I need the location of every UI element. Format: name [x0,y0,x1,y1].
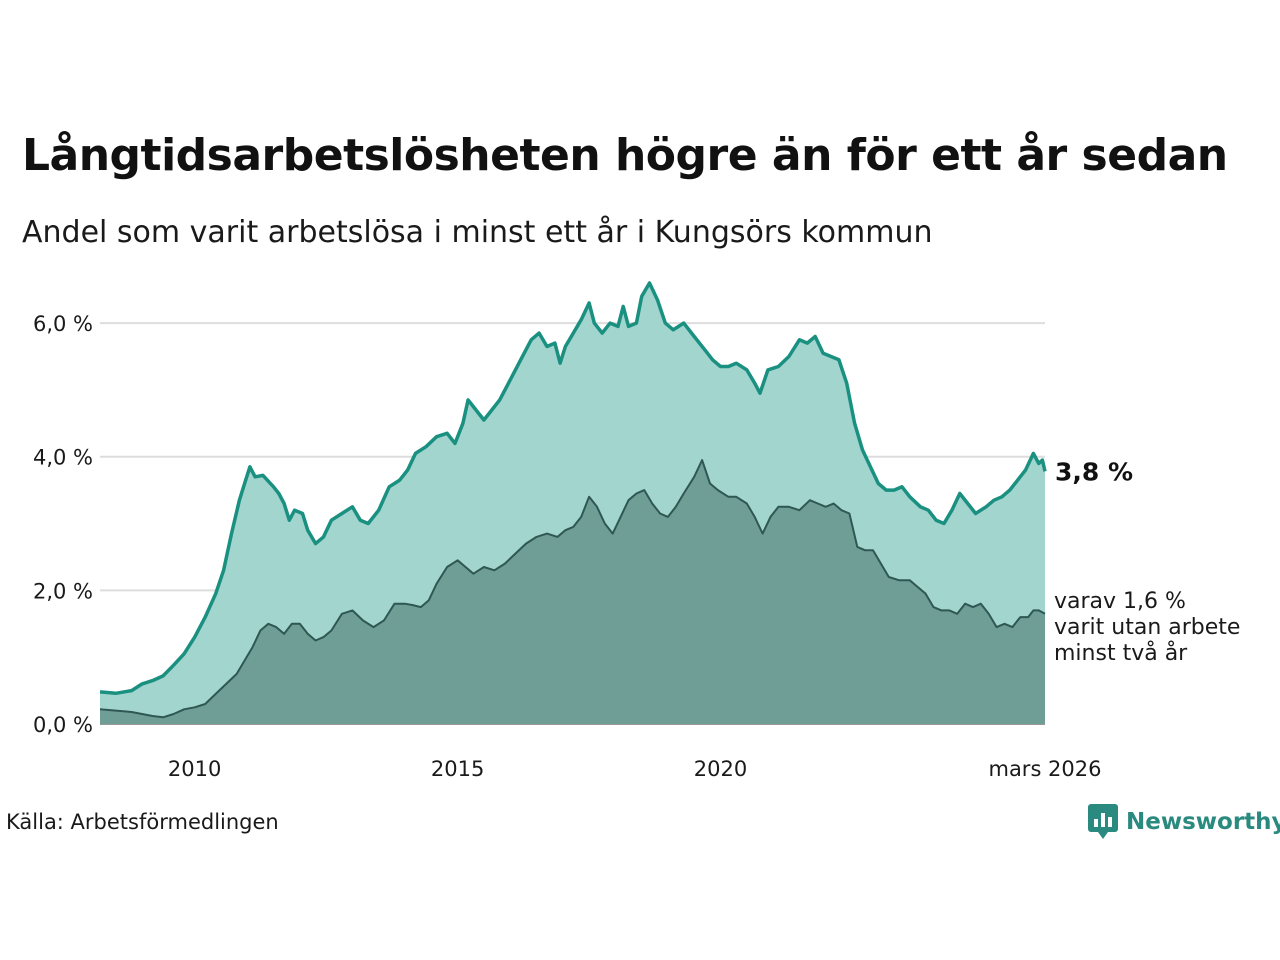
long-term-unemployment-chart: 0,0 % 2,0 % 4,0 % 6,0 % 2010 2015 2020 mars 202… [33,281,1240,781]
x-tick-label: 2010 [168,757,221,781]
y-tick-label: 6,0 % [33,312,93,336]
x-tick-label: mars 2026 [988,757,1101,781]
end-label-two-year-line: varav 1,6 % [1054,589,1186,614]
axis-labels: 0,0 % 2,0 % 4,0 % 6,0 % 2010 2015 2020 mars 202… [33,312,1240,781]
x-tick-label: 2020 [694,757,747,781]
newsworthy-logo[interactable]: Newsworthy [1088,804,1280,840]
x-tick-label: 2015 [431,757,484,781]
y-tick-label: 2,0 % [33,579,93,603]
y-tick-label: 0,0 % [33,713,93,737]
series-areas [100,283,1045,724]
y-tick-label: 4,0 % [33,446,93,470]
chart-subtitle: Andel som varit arbetslösa i minst ett å… [22,215,933,250]
end-label-two-year-line: minst två år [1054,640,1188,666]
newsworthy-logo-icon [1088,804,1118,839]
source-note: Källa: Arbetsförmedlingen [6,810,279,834]
area-two-year [100,460,1045,724]
line-two-year [99,459,1046,719]
line-total [99,281,1047,696]
series-lines [99,281,1047,719]
chart-title: Långtidsarbetslösheten högre än för ett … [22,130,1228,181]
end-label-two-year-line: varit utan arbete [1054,615,1240,640]
brand-name: Newsworthy [1126,809,1280,835]
end-label-total: 3,8 % [1055,457,1133,486]
